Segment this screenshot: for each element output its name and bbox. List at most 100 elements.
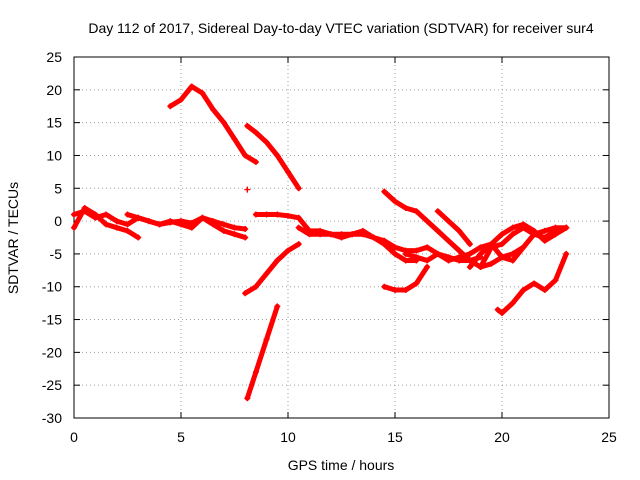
- data-point: [167, 218, 174, 225]
- data-point: [392, 244, 398, 251]
- data-point: [413, 280, 420, 287]
- data-point: [413, 208, 420, 215]
- data-point: [156, 221, 163, 228]
- data-point: [552, 277, 559, 284]
- data-point: [295, 241, 302, 248]
- series-track-g: [244, 303, 281, 402]
- series-track-f: [242, 241, 302, 297]
- data-point: [135, 214, 142, 221]
- data-point: [178, 96, 184, 103]
- data-point: [124, 221, 131, 228]
- data-point: [392, 250, 398, 257]
- data-point: [445, 218, 452, 225]
- y-tick-label: 25: [46, 49, 62, 65]
- x-tick-label: 10: [280, 429, 296, 445]
- data-point: [263, 336, 270, 343]
- data-point: [285, 247, 291, 254]
- data-point: [92, 211, 99, 218]
- data-point: [188, 83, 195, 90]
- data-point: [434, 250, 441, 257]
- data-point: [541, 287, 548, 294]
- data-point: [285, 212, 291, 219]
- y-tick-label: -15: [42, 312, 62, 328]
- data-point: [274, 211, 281, 218]
- data-point: [274, 303, 281, 310]
- data-point: [113, 224, 120, 231]
- data-point: [263, 211, 270, 218]
- y-tick-label: 0: [54, 213, 62, 229]
- series-isolated: [244, 186, 251, 193]
- y-tick-label: -25: [42, 377, 62, 393]
- y-tick-label: -30: [42, 410, 62, 426]
- x-tick-label: 20: [494, 429, 510, 445]
- data-points: [71, 83, 570, 402]
- data-point: [413, 247, 420, 254]
- x-tick-label: 0: [70, 429, 78, 445]
- data-point: [424, 264, 431, 271]
- x-tick-label: 15: [387, 429, 403, 445]
- data-point: [499, 309, 505, 316]
- data-point: [285, 168, 291, 175]
- data-point: [252, 129, 259, 136]
- data-point: [167, 103, 174, 110]
- data-point: [103, 221, 110, 228]
- data-point: [381, 283, 388, 290]
- data-point: [456, 227, 463, 234]
- data-point: [392, 198, 398, 205]
- data-point: [402, 204, 409, 211]
- axes: [73, 56, 610, 419]
- series-track-l: [434, 208, 473, 248]
- data-point: [413, 254, 420, 261]
- series-line: [244, 123, 302, 191]
- data-point: [381, 188, 388, 195]
- data-point: [295, 185, 302, 192]
- data-point: [477, 264, 484, 271]
- data-point: [252, 211, 259, 218]
- data-point: [520, 224, 527, 231]
- data-point: [541, 234, 548, 241]
- data-point: [402, 287, 409, 294]
- data-point: [531, 280, 538, 287]
- y-tick-label: 20: [46, 82, 62, 98]
- data-point: [274, 152, 281, 159]
- data-point: [242, 234, 249, 241]
- y-tick-labels: -30 -25 -20 -15 -10 -5 0 5 10 15 20 25: [42, 49, 62, 426]
- data-point: [494, 306, 501, 313]
- data-point: [210, 106, 217, 113]
- data-point: [434, 208, 441, 215]
- data-point: [327, 231, 334, 238]
- data-point: [402, 250, 409, 257]
- data-point: [244, 122, 251, 129]
- data-point: [210, 221, 217, 228]
- data-point: [244, 186, 251, 193]
- y-tick-label: -20: [42, 344, 62, 360]
- data-point: [274, 257, 281, 264]
- data-point: [477, 244, 484, 251]
- data-point: [199, 90, 206, 97]
- data-point: [231, 231, 238, 238]
- data-point: [520, 287, 527, 294]
- data-point: [456, 247, 463, 254]
- data-point: [295, 224, 302, 231]
- series-line: [244, 303, 280, 401]
- data-point: [424, 257, 431, 264]
- series-track-c: [124, 211, 249, 241]
- data-point: [263, 270, 270, 277]
- data-point: [552, 227, 559, 234]
- data-point: [252, 369, 259, 376]
- series-track-e: [244, 122, 302, 192]
- series-line: [242, 241, 302, 296]
- data-point: [456, 254, 463, 261]
- data-point: [402, 257, 409, 264]
- data-point: [263, 139, 270, 146]
- data-point: [242, 290, 249, 297]
- data-point: [509, 250, 516, 257]
- data-point: [242, 225, 249, 232]
- data-point: [424, 244, 431, 251]
- series-line: [435, 208, 473, 247]
- data-point: [466, 250, 473, 257]
- data-point: [220, 227, 227, 234]
- data-point: [306, 231, 313, 238]
- series-track-o: [494, 250, 570, 316]
